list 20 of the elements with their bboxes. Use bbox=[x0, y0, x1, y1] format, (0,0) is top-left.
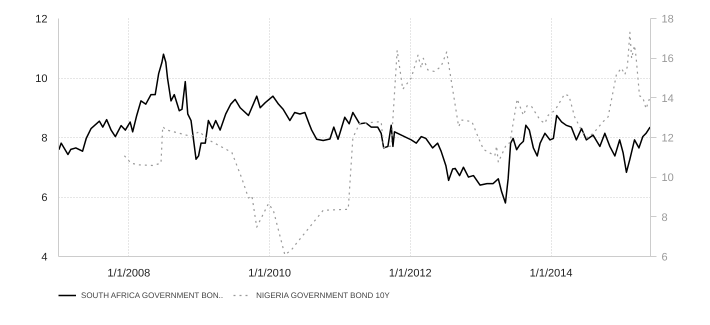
legend-label: SOUTH AFRICA GOVERNMENT BON.. bbox=[81, 290, 224, 300]
y2-tick-label: 6 bbox=[662, 252, 668, 264]
y2-tick-label: 8 bbox=[662, 212, 668, 224]
legend-label: NIGERIA GOVERNMENT BOND 10Y bbox=[256, 290, 390, 300]
x-tick-label: 1/1/2010 bbox=[248, 268, 292, 280]
x-tick-label: 1/1/2008 bbox=[107, 268, 150, 280]
y2-tick-label: 18 bbox=[662, 14, 674, 26]
x-tick-label: 1/1/2012 bbox=[388, 268, 432, 280]
y-tick-label: 12 bbox=[35, 14, 48, 26]
y-tick-label: 6 bbox=[41, 192, 48, 204]
line-series bbox=[124, 32, 650, 256]
y-tick-label: 4 bbox=[41, 252, 48, 264]
y2-tick-label: 10 bbox=[662, 172, 674, 184]
y-tick-label: 10 bbox=[35, 73, 48, 85]
y2-tick-label: 12 bbox=[662, 132, 674, 144]
y2-tick-label: 14 bbox=[662, 92, 674, 105]
line-series bbox=[58, 53, 650, 204]
y-tick-label: 8 bbox=[41, 132, 48, 144]
y2-tick-label: 16 bbox=[662, 53, 674, 66]
x-tick-label: 1/1/2014 bbox=[530, 268, 573, 280]
